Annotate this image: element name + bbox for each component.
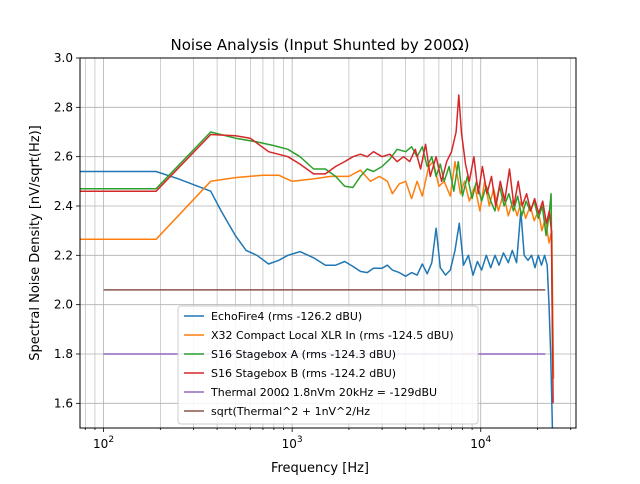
legend-entry-2: X32 Compact Local XLR In (rms -124.5 dBU…	[211, 329, 454, 342]
plot-series	[80, 94, 555, 429]
y-tick-label: 1.6	[54, 396, 73, 410]
series-line-3	[80, 131, 554, 367]
plot-frame	[79, 57, 577, 429]
chart-title: Noise Analysis (Input Shunted by 200Ω)	[171, 36, 470, 54]
legend-box	[177, 305, 479, 425]
y-axis-label: Spectral Noise Density [nV/sqrt(Hz)]	[28, 125, 43, 360]
y-tick-label: 2.0	[54, 298, 73, 312]
x-tick-label: 103	[282, 435, 303, 451]
y-tick-label: 2.6	[54, 150, 73, 164]
y-tick-label: 2.8	[54, 100, 73, 114]
legend-entry-5: Thermal 200Ω 1.8nVm 20kHz = -129dBU	[210, 386, 437, 399]
legend: EchoFire4 (rms -126.2 dBU) X32 Compact Lo…	[177, 305, 479, 425]
legend-entry-1: EchoFire4 (rms -126.2 dBU)	[211, 310, 362, 323]
y-tick-label: 2.2	[54, 248, 73, 262]
legend-entry-6: sqrt(Thermal^2 + 1nV^2/Hz	[211, 405, 370, 418]
y-tick-label: 1.8	[54, 347, 73, 361]
legend-entry-4: S16 Stagebox B (rms -124.2 dBU)	[211, 367, 396, 380]
x-tick-label: 102	[93, 435, 114, 451]
x-axis-label: Frequency [Hz]	[271, 461, 369, 476]
series-line-4	[80, 94, 554, 404]
legend-entry-3: S16 Stagebox A (rms -124.3 dBU)	[211, 348, 396, 361]
x-tick-label: 104	[470, 435, 491, 451]
series-line-1	[80, 170, 554, 429]
y-tick-label: 2.4	[54, 199, 73, 213]
axis-ticks: 1.6 1.8 2.0 2.2 2.4 2.6 2.8 3.0 102 103 104	[54, 51, 572, 451]
y-tick-label: 3.0	[54, 51, 73, 65]
series-line-2	[80, 160, 555, 379]
